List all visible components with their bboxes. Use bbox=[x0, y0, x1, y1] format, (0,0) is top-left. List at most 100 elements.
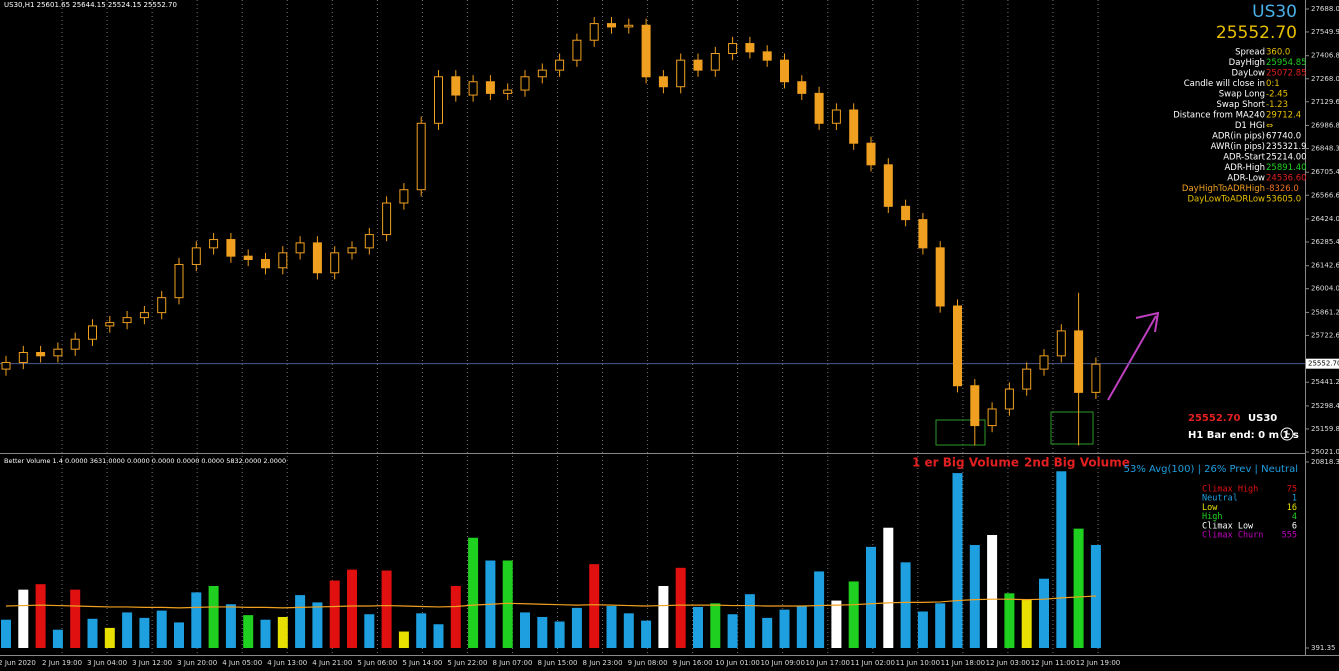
volume-bar bbox=[1039, 578, 1049, 648]
info-value: -8326.0 bbox=[1266, 184, 1299, 194]
candle-body bbox=[157, 297, 167, 314]
volume-summary: 53% Avg(100) | 26% Prev | Neutral bbox=[1124, 464, 1298, 475]
volume-bar bbox=[156, 610, 167, 648]
candle-body bbox=[987, 408, 997, 427]
candle-body bbox=[139, 312, 149, 319]
highlight-box bbox=[935, 419, 986, 446]
candle-body bbox=[935, 247, 945, 307]
x-tick-label: 3 Jun 20:00 bbox=[177, 659, 217, 667]
candle-body bbox=[883, 164, 893, 207]
info-value: 25891.40 bbox=[1266, 163, 1307, 173]
volume-bar bbox=[554, 621, 565, 648]
volume-bar bbox=[208, 586, 219, 648]
volume-bar bbox=[917, 611, 928, 648]
highlight-box bbox=[1050, 411, 1094, 445]
x-tick-label: 4 Jun 05:00 bbox=[222, 659, 262, 667]
clock-icon bbox=[1280, 427, 1294, 441]
y-tick-label: 27406.80 bbox=[1311, 52, 1339, 60]
volume-bar bbox=[900, 562, 911, 648]
x-tick-label: 12 Jun 11:00 bbox=[1031, 659, 1075, 667]
candle-body bbox=[814, 92, 824, 124]
candle-body bbox=[849, 109, 859, 144]
candle-body bbox=[520, 76, 530, 91]
x-tick-label: 2 Jun 19:00 bbox=[42, 659, 82, 667]
candle-body bbox=[866, 142, 876, 166]
x-tick-label: 11 Jun 02:00 bbox=[851, 659, 895, 667]
volume-bar bbox=[225, 604, 236, 648]
volume-bar bbox=[191, 592, 202, 648]
candle-body bbox=[572, 39, 582, 61]
candle-body bbox=[555, 59, 565, 71]
x-tick-label: 2 Jun 2020 bbox=[0, 659, 36, 667]
volume-bar bbox=[935, 603, 946, 648]
volume-bar bbox=[87, 618, 98, 648]
volume-bar bbox=[1, 619, 11, 648]
candle-body bbox=[1, 361, 11, 370]
candle-body bbox=[468, 81, 478, 96]
x-tick-label: 5 Jun 22:00 bbox=[447, 659, 487, 667]
info-label: D1 HGI bbox=[1235, 121, 1265, 131]
volume-bar bbox=[329, 580, 340, 648]
info-label: Distance from MA240 bbox=[1173, 111, 1265, 121]
volume-bar bbox=[848, 581, 859, 648]
candle-body bbox=[88, 325, 97, 340]
x-tick-label: 10 Jun 17:00 bbox=[806, 659, 850, 667]
stat-count: 555 bbox=[1282, 531, 1297, 541]
info-label: DayHighToADRHigh bbox=[1182, 184, 1265, 194]
volume-bar bbox=[623, 613, 634, 648]
candle-body bbox=[451, 76, 461, 96]
candle-body bbox=[209, 239, 219, 249]
candle-body bbox=[278, 252, 288, 269]
candle-body bbox=[70, 338, 80, 350]
volume-bar bbox=[606, 606, 617, 648]
clock-hands bbox=[1286, 430, 1290, 435]
stat-count: 6 bbox=[1292, 521, 1297, 531]
x-tick-label: 5 Jun 06:00 bbox=[357, 659, 397, 667]
volume-bar bbox=[104, 627, 115, 648]
candle-body bbox=[970, 385, 980, 427]
x-tick-label: 10 Jun 01:00 bbox=[715, 659, 759, 667]
x-tick-label: 11 Jun 10:00 bbox=[896, 659, 940, 667]
info-label: Candle will close in bbox=[1184, 79, 1265, 89]
price: 25552.70 bbox=[1216, 23, 1297, 43]
volume-bar bbox=[589, 564, 600, 648]
volume-bar bbox=[416, 613, 427, 648]
candle-body bbox=[416, 122, 426, 191]
candle-body bbox=[728, 43, 738, 55]
volume-bar bbox=[866, 546, 876, 648]
stat-label: High bbox=[1202, 512, 1222, 522]
stat-label: Climax Low bbox=[1202, 521, 1254, 531]
annotation: 1 er Big Volume bbox=[912, 456, 1019, 470]
candle-body bbox=[18, 352, 28, 363]
info-label: ADR-Low bbox=[1227, 174, 1265, 184]
info-value: 67740.0 bbox=[1266, 132, 1301, 142]
info-value: ⇔ bbox=[1266, 121, 1273, 131]
candle-body bbox=[261, 258, 270, 269]
candle-body bbox=[710, 53, 720, 71]
candle-body bbox=[1022, 368, 1032, 390]
candle-body bbox=[53, 348, 63, 357]
candle-body bbox=[226, 239, 236, 257]
volume-bar bbox=[710, 603, 721, 648]
info-value: 235321.9 bbox=[1266, 142, 1307, 152]
y-tick-label: 25441.20 bbox=[1311, 378, 1339, 386]
y-tick-label: 391.35 bbox=[1311, 644, 1336, 652]
candle-body bbox=[485, 81, 495, 94]
candle-body bbox=[434, 76, 443, 124]
arrow bbox=[1107, 315, 1157, 401]
candle-body bbox=[762, 51, 772, 61]
timer-price: 25552.70 bbox=[1188, 413, 1241, 424]
info-value: -2.45 bbox=[1266, 90, 1288, 100]
y-tick-label: 25722.60 bbox=[1311, 331, 1339, 339]
volume-bar bbox=[502, 560, 513, 648]
volume-bar bbox=[537, 616, 548, 648]
volume-bar bbox=[295, 595, 306, 648]
y-tick-label: 27549.90 bbox=[1311, 28, 1339, 36]
last-price-box bbox=[1306, 358, 1339, 369]
candle-body bbox=[1039, 355, 1049, 370]
candle-body bbox=[780, 59, 789, 83]
info-value: 0:1 bbox=[1266, 79, 1280, 89]
volume-bar bbox=[122, 612, 133, 648]
y-tick-label: 26986.80 bbox=[1311, 121, 1339, 129]
